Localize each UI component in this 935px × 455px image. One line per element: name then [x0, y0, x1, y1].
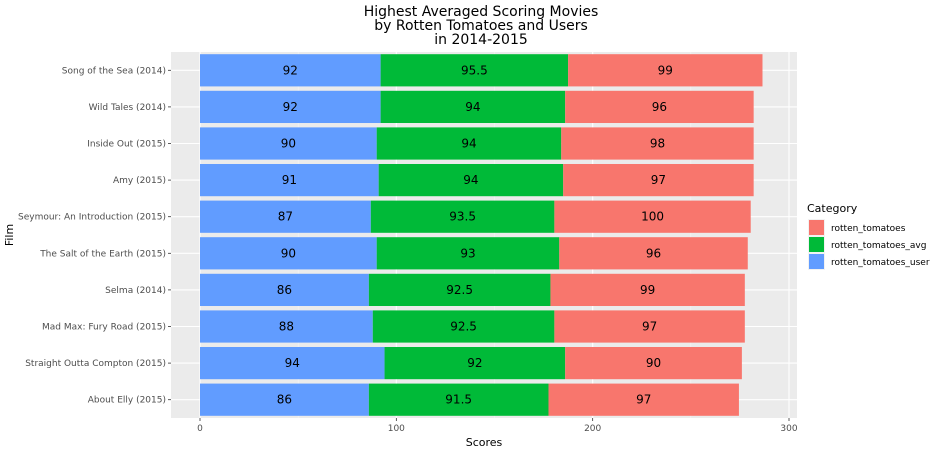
legend-item-label: rotten_tomatoes: [831, 224, 906, 234]
x-axis-tick-label: 300: [780, 424, 797, 434]
bar-segment-rotten-tomatoes-user: [200, 127, 377, 160]
bar-value-label: 92: [283, 63, 298, 77]
bar-segment-rotten-tomatoes-user: [200, 310, 373, 343]
bar-segment-rotten-tomatoes-user: [200, 237, 377, 270]
legend-swatch: [809, 254, 824, 269]
bar-segment-rotten-tomatoes: [561, 127, 754, 160]
legend-swatch: [809, 220, 824, 235]
bar-segment-rotten-tomatoes: [548, 383, 739, 416]
bar-value-label: 86: [277, 393, 292, 407]
y-axis-tick-labels: Song of the Sea (2014) Wild Tales (2014) I…: [18, 66, 171, 406]
legend: Category rotten_tomatoes rotten_tomatoes_…: [807, 202, 930, 270]
bar-value-label: 94: [285, 356, 300, 370]
bar-segment-rotten-tomatoes-avg: [368, 383, 549, 416]
bar-segment-rotten-tomatoes-user: [200, 163, 379, 197]
chart-title-line: Highest Averaged Scoring Movies: [364, 4, 599, 20]
bar-labels: 92 95.5 99 92 94 96 90 94 98 91 94 97 87 93.5 100 90 93 9…: [277, 63, 673, 406]
bar-value-label: 90: [646, 356, 661, 370]
bar-segment-rotten-tomatoes-user: [200, 383, 369, 416]
bar-segment-rotten-tomatoes-avg: [380, 54, 569, 87]
bar-value-label: 100: [641, 210, 664, 224]
bar-value-label: 99: [658, 63, 673, 77]
bar-segment-rotten-tomatoes-avg: [378, 163, 564, 197]
bars: [200, 54, 763, 416]
bar-segment-rotten-tomatoes-avg: [380, 90, 566, 124]
bar-segment-rotten-tomatoes: [554, 310, 745, 343]
bar-segment-rotten-tomatoes-avg: [376, 127, 562, 160]
y-axis-tick-label: The Salt of the Earth (2015): [39, 249, 166, 259]
y-axis-tick-label: About Elly (2015): [88, 396, 166, 406]
bar-value-label: 92: [283, 100, 298, 114]
y-axis-tick-label: Mad Max: Fury Road (2015): [42, 323, 166, 333]
bar-segment-rotten-tomatoes-avg: [368, 273, 551, 307]
bar-value-label: 93.5: [449, 210, 476, 224]
bar-value-label: 94: [461, 137, 476, 151]
x-axis-tick-label: 200: [584, 424, 601, 434]
chart-title-line: in 2014-2015: [434, 32, 528, 48]
bar-value-label: 94: [465, 100, 480, 114]
y-axis-tick-label: Inside Out (2015): [87, 140, 166, 150]
bar-segment-rotten-tomatoes: [563, 163, 754, 197]
bar-segment-rotten-tomatoes-avg: [372, 310, 555, 343]
bar-segment-rotten-tomatoes-user: [200, 54, 381, 87]
bar-value-label: 97: [642, 320, 657, 334]
bar-segment-rotten-tomatoes-user: [200, 90, 381, 124]
y-axis-title: Film: [3, 224, 16, 246]
bar-value-label: 87: [278, 210, 293, 224]
bar-segment-rotten-tomatoes-avg: [384, 346, 566, 380]
bar-segment-rotten-tomatoes: [565, 90, 754, 124]
bar-value-label: 92.5: [450, 320, 477, 334]
bar-segment-rotten-tomatoes: [550, 273, 745, 307]
legend-title: Category: [807, 202, 858, 215]
bar-segment-rotten-tomatoes-user: [200, 200, 371, 233]
bar-segment-rotten-tomatoes: [554, 200, 751, 233]
bar-value-label: 96: [646, 246, 661, 260]
x-axis-tick-label: 0: [197, 424, 203, 434]
bar-segment-rotten-tomatoes: [565, 346, 742, 380]
bar-segment-rotten-tomatoes-user: [200, 273, 369, 307]
bar-value-label: 97: [651, 173, 666, 187]
y-axis-tick-label: Wild Tales (2014): [89, 103, 166, 113]
bar-value-label: 91: [282, 173, 297, 187]
bar-value-label: 97: [636, 393, 651, 407]
chart-title-line: by Rotten Tomatoes and Users: [374, 18, 588, 34]
y-axis-tick-label: Amy (2015): [113, 176, 166, 186]
bar-value-label: 86: [277, 283, 292, 297]
bar-value-label: 90: [281, 246, 296, 260]
x-axis-tick-labels: 0 100 200 300: [197, 418, 798, 434]
bar-value-label: 92: [467, 356, 482, 370]
bar-segment-rotten-tomatoes-user: [200, 346, 385, 380]
legend-swatch: [809, 237, 824, 252]
x-axis-title: Scores: [466, 436, 503, 449]
bar-value-label: 98: [650, 137, 665, 151]
y-axis-tick-label: Song of the Sea (2014): [62, 66, 166, 76]
bar-value-label: 92.5: [446, 283, 473, 297]
bar-value-label: 88: [279, 320, 294, 334]
bar-value-label: 95.5: [461, 63, 488, 77]
x-axis-tick-label: 100: [388, 424, 405, 434]
bar-segment-rotten-tomatoes-avg: [376, 237, 560, 270]
bar-value-label: 93: [460, 246, 475, 260]
y-axis-tick-label: Seymour: An Introduction (2015): [18, 213, 166, 223]
bar-value-label: 90: [281, 137, 296, 151]
bar-segment-rotten-tomatoes-avg: [370, 200, 555, 233]
bar-value-label: 94: [463, 173, 478, 187]
bar-value-label: 91.5: [445, 393, 472, 407]
y-axis-tick-label: Straight Outta Compton (2015): [25, 359, 166, 369]
bar-segment-rotten-tomatoes: [568, 54, 763, 87]
legend-item-label: rotten_tomatoes_avg: [831, 241, 926, 251]
bar-value-label: 99: [640, 283, 655, 297]
bar-value-label: 96: [652, 100, 667, 114]
bar-segment-rotten-tomatoes: [559, 237, 748, 270]
y-axis-tick-label: Selma (2014): [105, 286, 166, 296]
legend-item-label: rotten_tomatoes_user: [831, 258, 930, 268]
